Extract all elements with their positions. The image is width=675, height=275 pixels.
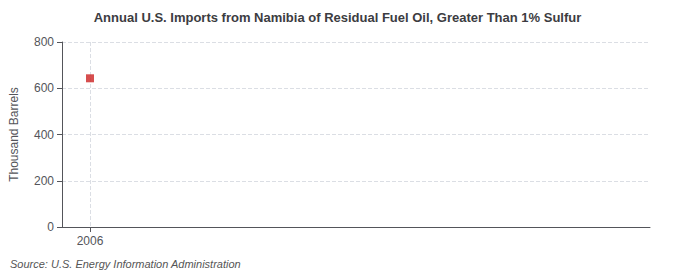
svg-text:400: 400 xyxy=(34,128,54,142)
svg-text:Source: U.S. Energy Informatio: Source: U.S. Energy Information Administ… xyxy=(10,258,241,270)
svg-text:Thousand Barrels: Thousand Barrels xyxy=(7,87,21,182)
svg-text:200: 200 xyxy=(34,174,54,188)
svg-text:600: 600 xyxy=(34,81,54,95)
svg-text:800: 800 xyxy=(34,35,54,49)
svg-text:2006: 2006 xyxy=(77,234,104,248)
svg-text:0: 0 xyxy=(47,220,54,234)
svg-text:Annual U.S. Imports from Namib: Annual U.S. Imports from Namibia of Resi… xyxy=(94,10,582,25)
